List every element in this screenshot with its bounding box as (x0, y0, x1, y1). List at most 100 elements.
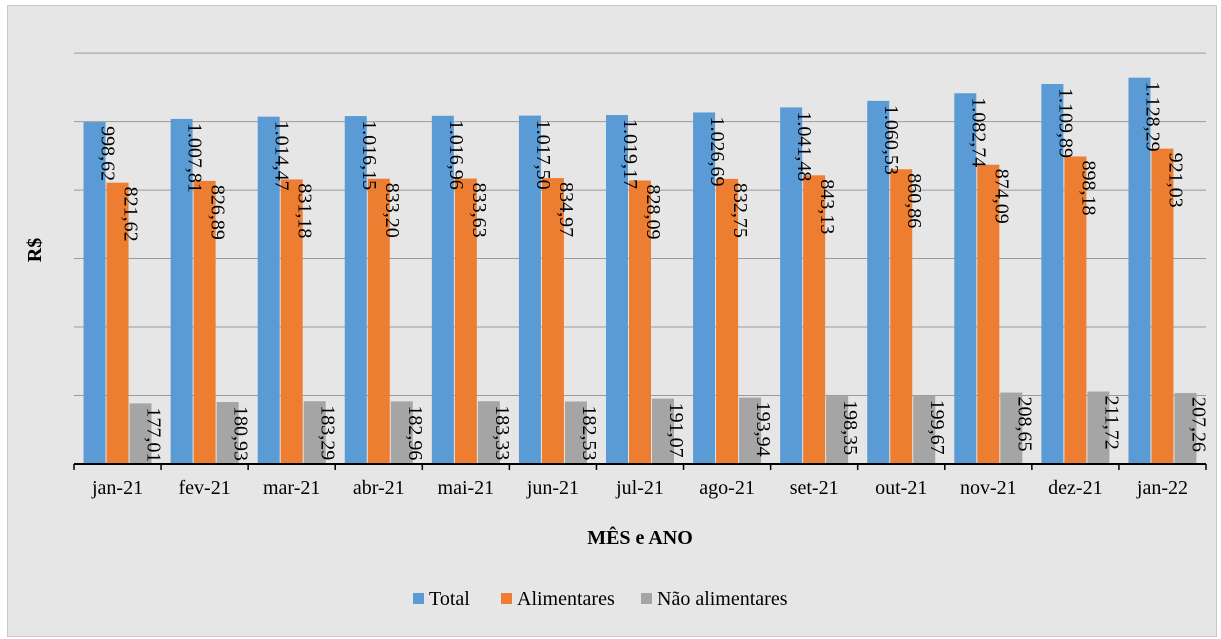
x-tick-label: jun-21 (526, 477, 579, 499)
data-label: 832,75 (729, 183, 751, 238)
data-label: 191,07 (665, 403, 687, 458)
x-axis-title: MÊS e ANO (587, 525, 693, 549)
bar (693, 112, 716, 465)
data-label: 1.016,15 (358, 120, 380, 190)
data-label: 183,29 (317, 405, 339, 460)
legend-item: Não alimentares (641, 588, 788, 610)
bar (890, 169, 913, 465)
data-label: 211,72 (1100, 396, 1122, 450)
bar (913, 395, 936, 464)
data-label: 834,97 (555, 182, 577, 237)
data-label: 182,96 (404, 405, 426, 460)
data-label: 828,09 (642, 184, 664, 239)
data-label: 826,89 (207, 185, 229, 240)
data-label: 1.007,81 (184, 123, 206, 193)
bar (1064, 156, 1087, 464)
bar (129, 403, 152, 464)
data-label: 831,18 (294, 183, 316, 238)
bar (867, 100, 890, 465)
data-label: 1.026,69 (706, 116, 728, 186)
y-axis-title: R$ (24, 238, 46, 262)
axes: jan-21 fev-21 mar-21 abr-21 mai-21 jun-21 jul-… (73, 463, 1207, 499)
bar (780, 107, 803, 464)
legend-item: Alimentares (501, 588, 615, 610)
bar (652, 398, 674, 464)
bar (170, 118, 193, 465)
legend-label: Alimentares (517, 588, 615, 610)
x-tick-label: ago-21 (699, 477, 755, 499)
data-label: 860,86 (903, 173, 925, 228)
bar (1087, 391, 1110, 464)
bar (954, 93, 977, 464)
bar (1000, 392, 1023, 464)
bars (83, 77, 1197, 465)
data-label: 1.017,50 (532, 120, 554, 190)
x-tick-label: nov-21 (960, 477, 1017, 499)
bar (1174, 393, 1197, 464)
bar (390, 401, 413, 464)
x-tick-label: jan-22 (1136, 477, 1188, 499)
data-label: 208,65 (1013, 397, 1035, 452)
data-label: 1.019,17 (619, 119, 641, 189)
data-label: 207,26 (1187, 397, 1209, 452)
bar (826, 396, 849, 464)
bar (216, 402, 239, 464)
bar (193, 180, 216, 464)
bar (1151, 148, 1174, 464)
data-label: 177,01 (143, 407, 165, 462)
data-label: 1.041,48 (793, 111, 815, 181)
legend-swatch (413, 593, 424, 604)
data-label: 1.128,29 (1141, 82, 1163, 152)
bar (83, 122, 106, 464)
data-label: 833,63 (468, 183, 490, 238)
bar (477, 401, 500, 464)
data-label: 1.016,96 (445, 120, 467, 190)
bar (564, 401, 587, 464)
legend-label: Não alimentares (657, 588, 788, 610)
data-label: 198,35 (839, 400, 861, 455)
data-label: 874,09 (990, 169, 1012, 224)
x-tick-label: dez-21 (1048, 477, 1102, 499)
legend-label: Total (429, 588, 470, 610)
data-label: 833,20 (381, 183, 403, 238)
data-label: 898,18 (1077, 160, 1099, 215)
data-label: 843,13 (816, 179, 838, 234)
bar (977, 164, 1000, 464)
bar (454, 178, 477, 464)
bar (257, 116, 280, 464)
x-tick-label: abr-21 (353, 477, 405, 499)
bar (629, 180, 651, 465)
x-tick-label: fev-21 (179, 477, 231, 499)
legend-item: Total (413, 588, 470, 610)
x-tick-label: out-21 (875, 477, 927, 499)
data-label: 1.109,89 (1054, 88, 1076, 158)
bar (367, 178, 390, 464)
data-label: 182,53 (578, 406, 600, 461)
x-tick-label: mai-21 (438, 477, 495, 499)
data-label: 1.014,47 (271, 121, 293, 191)
legend-swatch (501, 593, 512, 604)
bar (803, 175, 826, 464)
x-tick-label: set-21 (790, 477, 839, 499)
bar (606, 115, 628, 464)
bar (739, 397, 762, 464)
data-label: 998,62 (97, 126, 119, 181)
bar (344, 116, 367, 464)
data-label: 199,67 (926, 400, 948, 455)
bar (716, 178, 739, 464)
data-label: 193,94 (752, 402, 774, 457)
bar (303, 401, 326, 464)
bar (280, 179, 303, 464)
data-label: 180,93 (230, 406, 252, 461)
data-label: 1.082,74 (967, 97, 989, 167)
bar (106, 182, 129, 464)
data-label: 183,33 (491, 405, 513, 460)
legend-swatch (641, 593, 652, 604)
x-tick-label: mar-21 (263, 477, 320, 499)
bar (541, 178, 564, 465)
x-tick-label: jan-21 (91, 477, 143, 499)
data-label: 1.060,53 (880, 105, 902, 175)
bar (1128, 77, 1151, 464)
